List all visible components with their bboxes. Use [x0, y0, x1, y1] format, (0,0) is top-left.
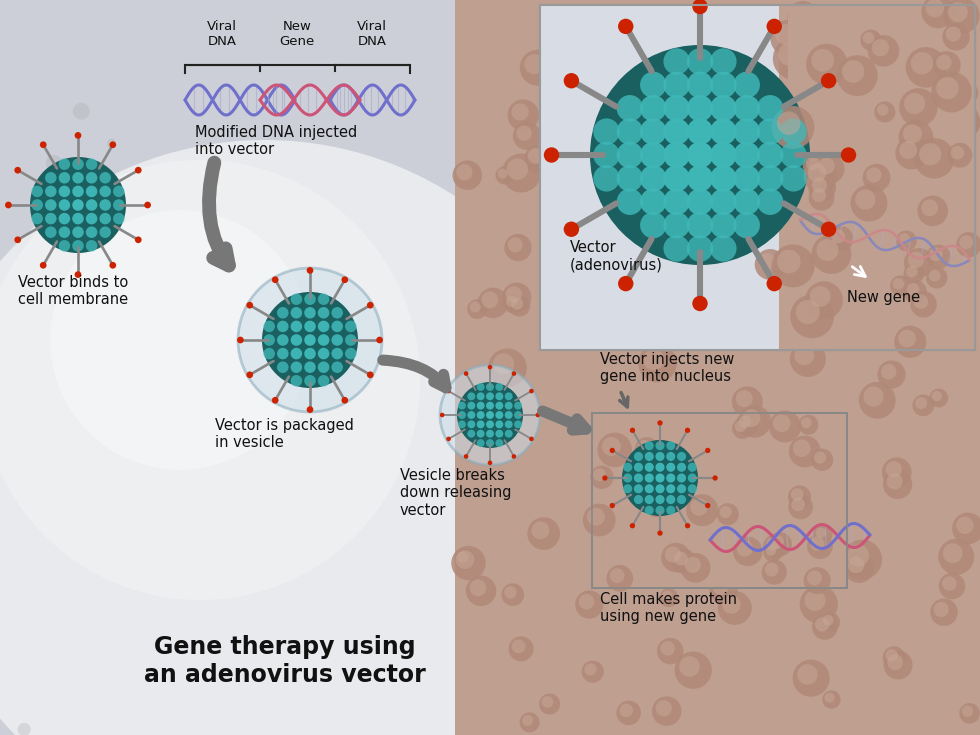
Circle shape [663, 165, 690, 192]
Circle shape [710, 142, 737, 168]
Circle shape [839, 319, 858, 337]
Circle shape [457, 382, 523, 448]
Circle shape [836, 173, 879, 216]
Circle shape [610, 503, 614, 508]
Circle shape [446, 437, 451, 441]
Circle shape [913, 295, 928, 309]
Circle shape [903, 124, 922, 143]
Circle shape [643, 349, 664, 370]
Circle shape [896, 168, 927, 201]
Circle shape [458, 411, 466, 419]
Circle shape [514, 420, 522, 429]
Text: Vector
(adenovirus): Vector (adenovirus) [570, 240, 662, 273]
Circle shape [616, 700, 641, 725]
Circle shape [930, 598, 957, 626]
Text: Vector injects new
gene into nucleus: Vector injects new gene into nucleus [600, 352, 734, 384]
Circle shape [496, 411, 504, 419]
Circle shape [640, 212, 666, 238]
Circle shape [877, 104, 889, 115]
Circle shape [858, 305, 878, 326]
Circle shape [862, 164, 891, 192]
Circle shape [831, 229, 845, 243]
Circle shape [264, 320, 275, 332]
Circle shape [50, 210, 310, 470]
FancyArrowPatch shape [543, 411, 586, 430]
Circle shape [821, 73, 836, 88]
Circle shape [610, 568, 624, 583]
Circle shape [860, 29, 881, 51]
Circle shape [509, 295, 530, 317]
Circle shape [946, 26, 961, 42]
Circle shape [59, 176, 73, 190]
Circle shape [584, 663, 597, 675]
Circle shape [796, 300, 820, 324]
Circle shape [814, 226, 858, 269]
Circle shape [959, 703, 980, 724]
Circle shape [99, 186, 111, 197]
Circle shape [539, 694, 561, 714]
Circle shape [780, 165, 807, 192]
Circle shape [670, 548, 696, 573]
Circle shape [331, 320, 343, 332]
Circle shape [318, 348, 329, 359]
Circle shape [271, 276, 278, 283]
Circle shape [692, 0, 708, 14]
Circle shape [890, 276, 910, 296]
Circle shape [304, 307, 316, 318]
Circle shape [640, 142, 666, 168]
Circle shape [345, 334, 357, 345]
Circle shape [663, 189, 690, 215]
Circle shape [496, 392, 504, 401]
Circle shape [107, 139, 116, 148]
Circle shape [476, 439, 484, 447]
Circle shape [616, 142, 643, 168]
Circle shape [640, 165, 666, 192]
Circle shape [939, 573, 965, 599]
Circle shape [73, 103, 89, 120]
Circle shape [687, 235, 713, 262]
Circle shape [264, 334, 275, 345]
Circle shape [656, 495, 664, 504]
Circle shape [512, 639, 525, 653]
Circle shape [681, 553, 710, 583]
Circle shape [467, 402, 475, 409]
Circle shape [630, 428, 635, 433]
Circle shape [886, 15, 911, 40]
Circle shape [616, 118, 643, 145]
Circle shape [705, 448, 710, 453]
Circle shape [304, 334, 316, 345]
Circle shape [904, 280, 927, 303]
Circle shape [31, 199, 43, 211]
Circle shape [757, 142, 783, 168]
Circle shape [790, 295, 834, 338]
Circle shape [522, 715, 533, 726]
Circle shape [755, 249, 786, 280]
Circle shape [677, 484, 686, 493]
Circle shape [808, 184, 834, 211]
Circle shape [645, 462, 654, 472]
Circle shape [508, 237, 522, 252]
Circle shape [291, 320, 302, 332]
Circle shape [635, 450, 652, 466]
Circle shape [15, 167, 22, 173]
Circle shape [507, 159, 528, 180]
Circle shape [811, 234, 852, 274]
Circle shape [59, 213, 71, 224]
Circle shape [787, 1, 818, 32]
Circle shape [277, 362, 288, 373]
Circle shape [780, 118, 807, 145]
Circle shape [823, 614, 834, 625]
Circle shape [917, 21, 934, 36]
Circle shape [677, 452, 686, 461]
Circle shape [74, 132, 81, 139]
Circle shape [512, 454, 516, 459]
Circle shape [734, 72, 760, 98]
Circle shape [529, 437, 534, 441]
Circle shape [732, 418, 753, 439]
Circle shape [907, 252, 924, 268]
Circle shape [820, 261, 858, 299]
Circle shape [73, 213, 83, 224]
Circle shape [933, 51, 960, 79]
Circle shape [467, 299, 487, 319]
